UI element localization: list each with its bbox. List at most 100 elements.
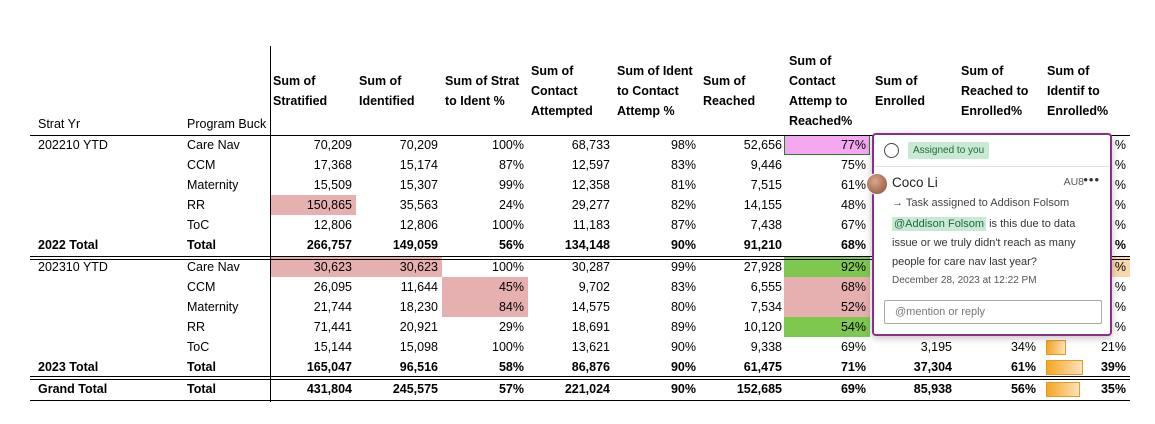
row-strat-yr[interactable] [36,155,176,175]
table-cell[interactable]: 152,685 [736,382,782,396]
row-program[interactable]: RR [187,198,206,212]
table-cell[interactable]: 34% [1010,340,1036,354]
table-cell[interactable]: 37,304 [913,360,952,374]
table-cell[interactable]: 68% [784,277,870,297]
table-cell[interactable]: 15,174 [399,158,438,172]
table-cell[interactable]: 15,144 [313,340,352,354]
table-cell[interactable]: 18,230 [399,300,438,314]
more-options-icon[interactable]: ••• [1083,172,1100,187]
table-cell[interactable]: 431,804 [306,382,352,396]
table-cell[interactable]: 69% [840,382,866,396]
resolve-task-checkbox[interactable] [884,143,899,158]
table-cell[interactable]: 45% [442,277,528,297]
table-cell[interactable]: 30,623 [270,257,356,277]
table-cell[interactable]: 91,210 [743,238,782,252]
table-cell[interactable]: 30,623 [356,257,442,277]
table-cell[interactable]: 52,656 [743,138,782,152]
table-cell[interactable]: 83% [670,280,696,294]
table-cell[interactable]: 13,621 [571,340,610,354]
table-cell[interactable]: 100% [492,260,524,274]
table-cell[interactable]: 58% [498,360,524,374]
row-program[interactable]: CCM [187,280,216,294]
table-cell[interactable]: 68,733 [571,138,610,152]
table-cell[interactable]: 149,059 [392,238,438,252]
table-cell[interactable]: 7,515 [750,178,782,192]
header-ident-to-contact[interactable]: Sum of Ident to Contact Attemp % [617,64,693,118]
table-cell[interactable]: 6,555 [750,280,782,294]
table-cell[interactable]: 3,195 [920,340,952,354]
table-cell[interactable]: 15,509 [313,178,352,192]
header-contact-to-reached[interactable]: Sum of Contact Attemp to Reached% [789,54,853,128]
table-cell[interactable]: 7,534 [750,300,782,314]
table-cell[interactable]: 15,307 [399,178,438,192]
table-cell[interactable]: 70,209 [313,138,352,152]
table-cell[interactable]: 12,806 [399,218,438,232]
table-cell[interactable]: 221,024 [564,382,610,396]
mention-tag[interactable]: @Addison Folsom [892,217,987,231]
table-cell[interactable]: 9,702 [578,280,610,294]
table-cell[interactable]: 90% [670,340,696,354]
table-cell[interactable]: 68% [840,238,866,252]
row-strat-yr[interactable] [36,175,176,195]
row-program[interactable]: CCM [187,158,216,172]
table-cell[interactable]: 100% [492,218,524,232]
row-strat-yr[interactable]: Grand Total [38,382,108,396]
table-cell[interactable]: 54% [784,317,870,337]
table-cell[interactable]: 61% [1010,360,1036,374]
row-strat-yr[interactable]: 2023 Total [38,360,99,374]
table-cell[interactable]: % [1114,320,1126,334]
row-program[interactable]: Total [187,238,216,252]
header-identif-to-enrolled[interactable]: Sum of Identif to Enrolled% [1047,64,1109,118]
table-cell[interactable]: 20,921 [399,320,438,334]
header-stratified[interactable]: Sum of Stratified [273,74,328,108]
table-cell[interactable]: 87% [670,218,696,232]
table-cell[interactable]: 100% [492,340,524,354]
table-cell[interactable]: 12,358 [571,178,610,192]
table-cell[interactable]: 14,575 [571,300,610,314]
table-cell[interactable]: % [1114,300,1126,314]
row-strat-yr[interactable] [36,277,176,297]
row-program[interactable]: Maternity [187,300,239,314]
row-program[interactable]: ToC [187,218,210,232]
table-cell[interactable]: 134,148 [564,238,610,252]
table-cell[interactable]: % [1114,218,1126,232]
table-cell[interactable]: 99% [670,260,696,274]
table-cell[interactable]: 21,744 [313,300,352,314]
table-cell[interactable]: 56% [498,238,524,252]
table-cell[interactable]: 75% [840,158,866,172]
table-cell[interactable]: 29% [498,320,524,334]
table-cell[interactable]: 12,806 [313,218,352,232]
table-cell[interactable]: % [1114,178,1126,192]
table-cell[interactable]: 69% [840,340,866,354]
table-cell[interactable]: 61,475 [743,360,782,374]
table-cell[interactable]: 18,691 [571,320,610,334]
table-cell[interactable]: 48% [840,198,866,212]
table-cell[interactable]: 92% [784,257,870,277]
header-reached[interactable]: Sum of Reached [703,74,756,108]
row-strat-yr[interactable] [36,337,176,357]
table-cell[interactable]: 83% [670,158,696,172]
table-cell[interactable]: % [1114,198,1126,212]
table-cell[interactable]: 70,209 [399,138,438,152]
table-cell[interactable]: 96,516 [399,360,438,374]
table-cell[interactable]: 90% [670,238,696,252]
header-strat-to-ident[interactable]: Sum of Strat to Ident % [445,74,520,108]
table-cell[interactable]: 80% [670,300,696,314]
row-strat-yr[interactable]: 202210 YTD [38,138,108,152]
row-program[interactable]: Care Nav [187,138,240,152]
table-cell[interactable]: 90% [670,360,696,374]
header-reached-to-enrolled[interactable]: Sum of Reached to Enrolled% [961,64,1029,118]
table-cell[interactable]: % [1114,158,1126,172]
table-cell[interactable]: % [1114,280,1126,294]
table-cell[interactable]: 77% [784,135,870,155]
table-cell[interactable]: % [1114,138,1126,152]
row-program[interactable]: Care Nav [187,260,240,274]
table-cell[interactable]: 71,441 [313,320,352,334]
table-cell[interactable]: 100% [492,138,524,152]
table-cell[interactable]: 21% [1100,340,1126,354]
table-cell[interactable]: 11,644 [400,280,438,294]
table-cell[interactable]: 7,438 [750,218,782,232]
header-strat-yr[interactable]: Strat Yr [38,117,81,131]
header-program[interactable]: Program Buck [187,117,267,131]
table-cell[interactable]: 245,575 [392,382,438,396]
